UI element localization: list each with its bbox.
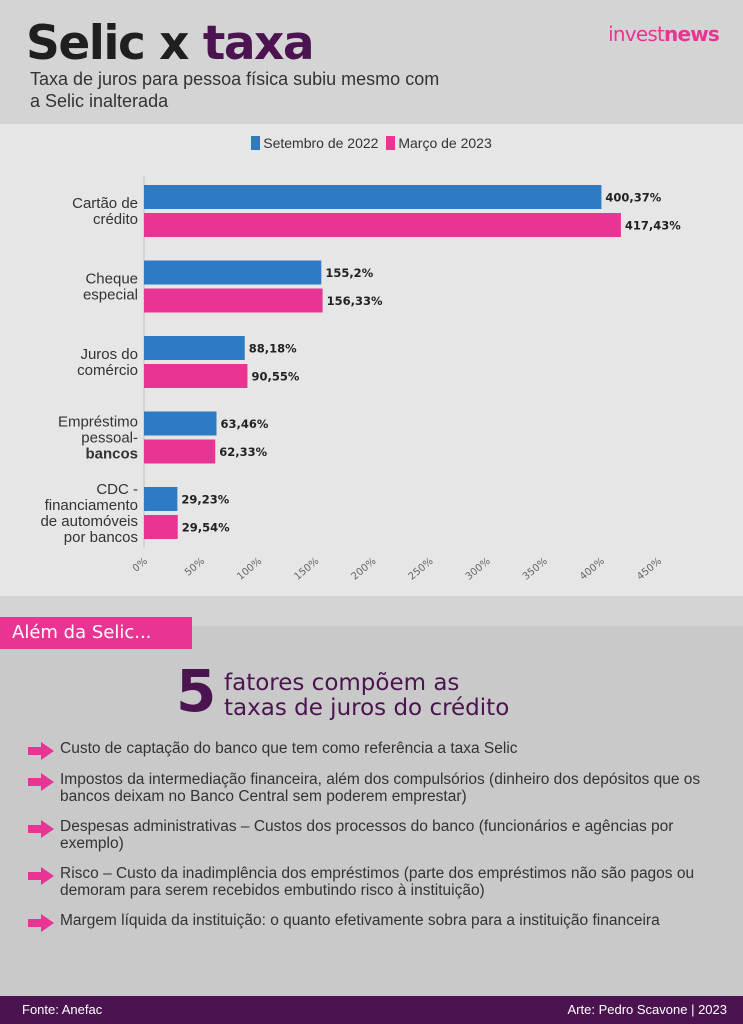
x-tick-label: 250% (407, 556, 436, 583)
legend-swatch-series-2 (386, 136, 396, 150)
bar-value-label: 90,55% (251, 370, 299, 384)
logo-part-1: invest (608, 22, 665, 46)
bar-value-label: 155,2% (325, 266, 373, 280)
x-tick-label: 50% (183, 556, 207, 579)
factor-item: Custo de captação do banco que tem como … (28, 740, 728, 760)
bar-set-2022 (144, 185, 602, 209)
category-label: especial (83, 287, 138, 304)
legend-item-series-2: Março de 2023 (386, 135, 492, 151)
chart-panel: Setembro de 2022 Março de 2023 400,37% 41… (0, 124, 743, 596)
factor-item: Despesas administrativas – Custos dos pr… (28, 818, 728, 852)
category-label: por bancos (64, 529, 138, 546)
arrow-right-icon (28, 820, 54, 838)
arrow-right-icon (28, 914, 54, 932)
page-title: Selic x taxa (26, 14, 315, 74)
category-label: Cheque (85, 271, 138, 288)
footer: Fonte: Anefac Arte: Pedro Scavone | 2023 (0, 996, 743, 1024)
title-part-1: Selic x (26, 16, 203, 71)
legend-label-series-1: Setembro de 2022 (263, 135, 379, 151)
category-label: CDC - (96, 481, 138, 498)
bar-value-label: 400,37% (605, 191, 661, 205)
bar-value-label: 63,46% (221, 417, 269, 431)
chart-legend: Setembro de 2022 Março de 2023 (0, 135, 743, 151)
factor-text: Custo de captação do banco que tem como … (60, 740, 518, 757)
category-label: financiamento (45, 497, 138, 514)
category-label: de automóveis (40, 513, 138, 530)
bar-set-2022 (144, 411, 217, 436)
x-tick-label: 150% (292, 556, 321, 583)
bar-value-label: 29,54% (182, 521, 230, 535)
arrow-right-icon (28, 742, 54, 760)
bar-value-label: 417,43% (625, 219, 681, 233)
arrow-right-icon (28, 867, 54, 885)
page-subtitle: Taxa de juros para pessoa física subiu m… (30, 69, 440, 111)
bar-set-2022 (144, 260, 322, 285)
category-label: crédito (93, 211, 138, 228)
legend-label-series-2: Março de 2023 (398, 135, 492, 151)
factors-panel (0, 626, 743, 996)
bar-mar-2023 (144, 364, 248, 388)
category-label: Empréstimo (58, 414, 138, 431)
x-tick-label: 350% (521, 556, 550, 583)
category-label: pessoal- (81, 430, 138, 447)
bar-set-2022 (144, 336, 245, 360)
legend-swatch-series-1 (251, 136, 261, 150)
factors-heading-line-2: taxas de juros do crédito (224, 695, 510, 721)
factor-text: Risco – Custo da inadimplência dos empré… (60, 865, 695, 899)
x-tick-label: 450% (635, 556, 664, 583)
factor-text: Margem líquida da instituição: o quanto … (60, 912, 660, 929)
title-part-2: taxa (202, 16, 315, 71)
bar-mar-2023 (144, 515, 178, 539)
bar-value-label: 156,33% (327, 294, 383, 308)
bar-set-2022 (144, 487, 178, 511)
category-label: Juros do (80, 346, 138, 363)
big-number: 5 (176, 657, 217, 725)
bar-mar-2023 (144, 213, 621, 237)
factor-text: Impostos da intermediação financeira, al… (60, 771, 701, 805)
factor-item: Impostos da intermediação financeira, al… (28, 771, 728, 805)
factor-text: Despesas administrativas – Custos dos pr… (60, 818, 674, 852)
legend-item-series-1: Setembro de 2022 (251, 135, 378, 151)
logo-part-2: news (664, 22, 720, 46)
footer-source: Fonte: Anefac (22, 1002, 103, 1017)
arrow-right-icon (28, 773, 54, 791)
factors-list: Custo de captação do banco que tem como … (28, 740, 728, 932)
category-label: Cartão de (72, 195, 138, 212)
bar-mar-2023 (144, 288, 323, 313)
factors-heading-line-1: fatores compõem as (224, 670, 460, 696)
x-tick-label: 300% (464, 556, 493, 583)
factor-item: Margem líquida da instituição: o quanto … (28, 912, 728, 932)
header: Selic x taxa Taxa de juros para pessoa f… (0, 0, 743, 124)
bar-value-label: 88,18% (249, 342, 297, 356)
x-tick-label: 100% (235, 556, 264, 583)
x-tick-label: 0% (131, 556, 150, 575)
brand-logo: investnews (608, 22, 720, 46)
factor-item: Risco – Custo da inadimplência dos empré… (28, 865, 728, 899)
bar-value-label: 62,33% (219, 445, 267, 459)
bar-value-label: 29,23% (181, 493, 229, 507)
x-tick-label: 400% (578, 556, 607, 583)
bar-mar-2023 (144, 439, 216, 464)
footer-credit: Arte: Pedro Scavone | 2023 (567, 1002, 727, 1017)
section-tab: Além da Selic... (0, 617, 192, 649)
x-tick-label: 200% (349, 556, 378, 583)
category-label: comércio (77, 362, 138, 379)
category-label: bancos (85, 446, 138, 463)
